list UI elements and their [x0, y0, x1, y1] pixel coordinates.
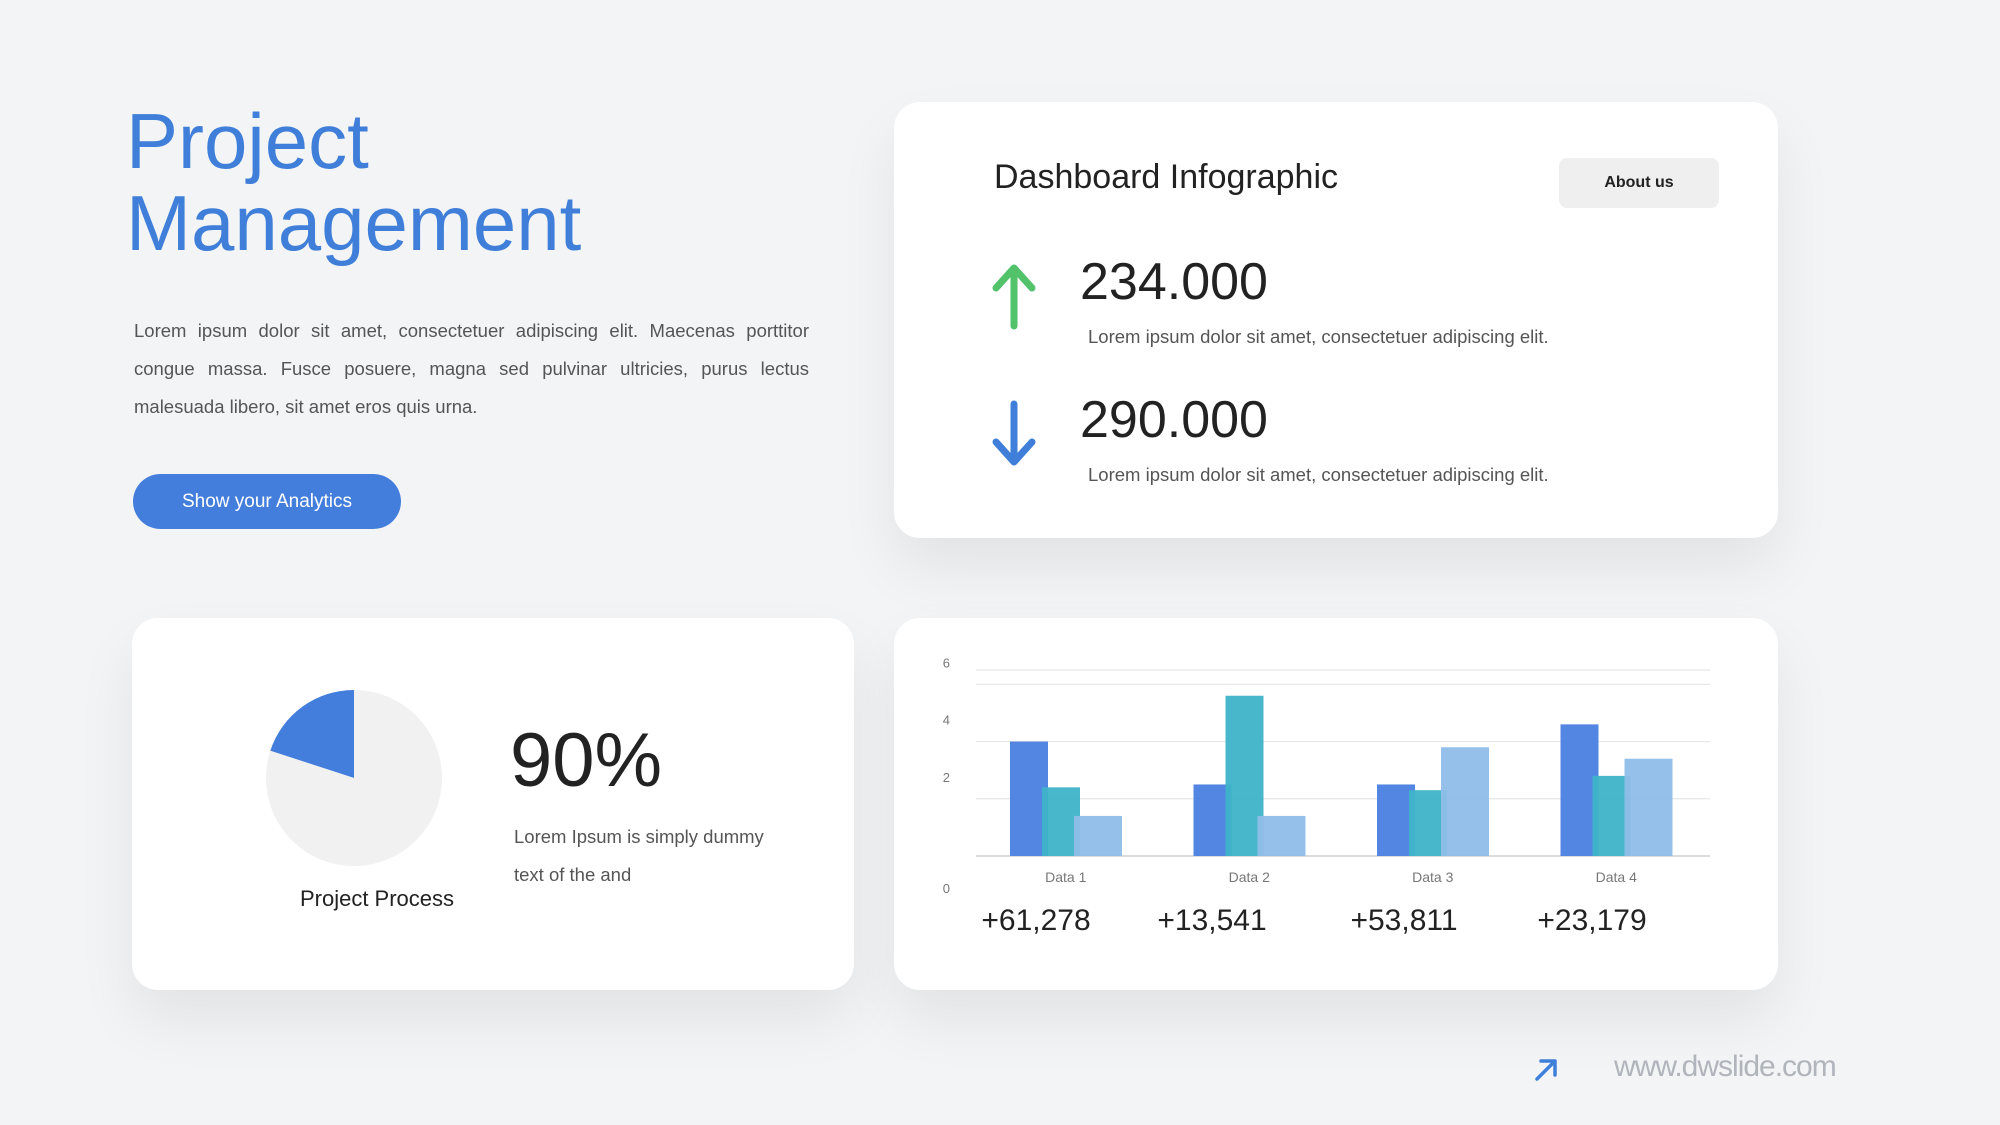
bar-chart: 0 2 4 6 Data 1 Data 2 Data 3 Data 4 — [943, 655, 1710, 896]
x-tick-label: Data 4 — [1596, 869, 1637, 885]
arrow-down-icon — [992, 400, 1036, 466]
y-tick-label: 2 — [943, 770, 950, 785]
x-tick-label: Data 1 — [1045, 869, 1086, 885]
title-line-2: Management — [126, 179, 582, 267]
delta-data-4: +23,179 — [1537, 904, 1647, 937]
project-process-card: Project Process 90% Lorem Ipsum is simpl… — [132, 618, 854, 990]
pie-label: Project Process — [299, 886, 455, 911]
metric-value-up: 234.000 — [1080, 253, 1268, 311]
pie-chart — [266, 690, 442, 866]
bar-data-2-series-1 — [1193, 784, 1232, 856]
metric-value-down: 290.000 — [1080, 391, 1268, 449]
metric-description-up: Lorem ipsum dolor sit amet, consectetuer… — [1088, 326, 1549, 347]
bar-data-3-series-1 — [1377, 784, 1415, 856]
show-analytics-button[interactable]: Show your Analytics — [133, 474, 401, 529]
bar-data-4-series-2 — [1592, 775, 1631, 856]
bar-chart-card: 0 2 4 6 Data 1 Data 2 Data 3 Data 4 +61,278 +13… — [894, 618, 1778, 990]
bar-data-3-series-2 — [1409, 790, 1447, 856]
footer-url[interactable]: www.dwslide.com — [1614, 1050, 1837, 1083]
arrow-up-icon — [992, 264, 1036, 330]
bar-data-4-series-3 — [1624, 758, 1673, 856]
bar-data-1-series-1 — [1010, 741, 1048, 856]
hero-description: Lorem ipsum dolor sit amet, consectetuer… — [134, 320, 809, 417]
about-us-button[interactable]: About us — [1559, 158, 1719, 208]
bar-data-4-series-1 — [1560, 724, 1599, 856]
pie-slice-2 — [266, 690, 442, 866]
title-line-1: Project — [126, 97, 369, 185]
dashboard-title: Dashboard Infographic — [994, 158, 1339, 196]
bar-data-2-series-3 — [1257, 815, 1306, 856]
y-tick-label: 4 — [943, 713, 950, 728]
bar-data-1-series-3 — [1074, 815, 1122, 856]
page-title: Project Management — [126, 100, 581, 264]
bar-data-2-series-2 — [1225, 695, 1264, 856]
metric-description-down: Lorem ipsum dolor sit amet, consectetuer… — [1088, 464, 1549, 485]
pie-slice-1 — [270, 690, 354, 778]
bar-data-1-series-2 — [1042, 787, 1080, 856]
y-tick-label: 6 — [943, 655, 950, 670]
delta-data-2: +13,541 — [1157, 904, 1267, 937]
x-tick-label: Data 3 — [1412, 869, 1453, 885]
x-tick-label: Data 2 — [1229, 869, 1270, 885]
arrow-up-right-icon — [1535, 1059, 1557, 1081]
dashboard-card: Dashboard Infographic About us 234.000 L… — [894, 102, 1778, 538]
bar-data-3-series-3 — [1441, 747, 1489, 856]
project-percent: 90% — [510, 718, 663, 803]
y-tick-label: 0 — [943, 881, 950, 896]
project-description: Lorem Ipsum is simply dummy text of the … — [514, 826, 764, 885]
delta-data-3: +53,811 — [1350, 904, 1458, 937]
delta-data-1: +61,278 — [981, 904, 1091, 937]
